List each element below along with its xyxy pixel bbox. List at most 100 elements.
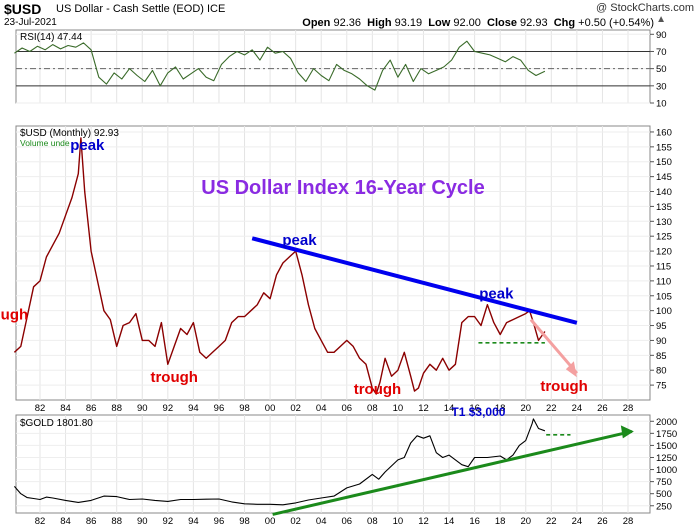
gold-annotation: T1 $3,000 (451, 405, 505, 419)
x-tick-label: 26 (597, 516, 608, 527)
y-tick-label: 130 (656, 217, 672, 228)
x-tick-label: 16 (469, 403, 480, 414)
x-tick-label: 24 (572, 403, 583, 414)
y-tick-label: 150 (656, 157, 672, 168)
projection-arrowhead (565, 361, 577, 378)
x-tick-label: 20 (520, 516, 531, 527)
x-tick-label: 18 (495, 403, 506, 414)
usd-annotation: trough (150, 369, 197, 386)
y-tick-label: 140 (656, 187, 672, 198)
y-tick-label: 135 (656, 202, 672, 213)
x-tick-label: 96 (214, 516, 225, 527)
x-tick-label: 86 (86, 403, 97, 414)
x-tick-label: 82 (35, 516, 46, 527)
x-tick-label: 90 (137, 516, 148, 527)
y-tick-label: 750 (656, 477, 672, 488)
x-tick-label: 18 (495, 516, 506, 527)
gold-series-line (13, 418, 546, 506)
symbol-description: US Dollar - Cash Settle (EOD) ICE (56, 3, 226, 15)
usd-annotation: peak (479, 286, 514, 303)
y-tick-label: 85 (656, 351, 667, 362)
x-tick-label: 84 (60, 516, 71, 527)
y-tick-label: 105 (656, 291, 672, 302)
y-tick-label: 100 (656, 306, 672, 317)
price-quote: Open 92.36 High 93.19 Low 92.00 Close 92… (302, 17, 654, 29)
y-tick-label: 2000 (656, 417, 677, 428)
x-tick-label: 02 (290, 516, 301, 527)
x-tick-label: 82 (35, 403, 46, 414)
x-tick-label: 98 (239, 516, 250, 527)
chart-title: US Dollar Index 16-Year Cycle (201, 177, 484, 199)
y-tick-label: 110 (656, 276, 671, 287)
x-tick-label: 28 (623, 403, 634, 414)
x-tick-label: 14 (444, 403, 455, 414)
y-tick-label: 125 (656, 232, 672, 243)
gold-panel-label: $GOLD 1801.80 (20, 418, 93, 429)
x-tick-label: 20 (520, 403, 531, 414)
y-tick-label: 80 (656, 366, 667, 377)
y-tick-label: 500 (656, 489, 672, 500)
x-tick-label: 88 (111, 403, 122, 414)
x-tick-label: 96 (214, 403, 225, 414)
rsi-panel-frame (15, 29, 651, 104)
x-tick-label: 04 (316, 516, 327, 527)
x-tick-label: 94 (188, 516, 199, 527)
x-tick-label: 26 (597, 403, 608, 414)
usd-annotation: peak (282, 232, 317, 249)
x-tick-label: 02 (290, 403, 301, 414)
x-tick-label: 06 (341, 516, 352, 527)
x-tick-label: 84 (60, 403, 71, 414)
y-tick-label: 75 (656, 381, 667, 392)
usd-annotation: trough (540, 378, 587, 395)
x-tick-label: 14 (444, 516, 455, 527)
y-tick-label: 70 (656, 47, 667, 58)
y-tick-label: 115 (656, 261, 671, 272)
usd-panel-frame (15, 125, 651, 401)
gold-panel-frame (15, 414, 651, 514)
x-tick-label: 86 (86, 516, 97, 527)
brand-watermark[interactable]: @ StockCharts.com (596, 2, 694, 14)
usd-panel-label: $USD (Monthly) 92.93 (20, 128, 119, 139)
y-tick-label: 50 (656, 64, 667, 75)
rsi-label: RSI(14) 47.44 (20, 32, 83, 43)
y-tick-label: 1000 (656, 465, 677, 476)
y-tick-label: 1750 (656, 429, 677, 440)
y-tick-label: 10 (656, 99, 667, 110)
x-tick-label: 92 (163, 403, 174, 414)
rsi-series-line (14, 40, 546, 91)
x-tick-label: 22 (546, 516, 557, 527)
y-tick-label: 1500 (656, 441, 677, 452)
x-tick-label: 16 (469, 516, 480, 527)
y-tick-label: 95 (656, 321, 667, 332)
y-tick-label: 160 (656, 127, 672, 138)
x-tick-label: 88 (111, 516, 122, 527)
x-tick-label: 08 (367, 403, 378, 414)
chg-up-icon: ▲ (656, 14, 666, 25)
y-tick-label: 145 (656, 172, 672, 183)
y-tick-label: 250 (656, 501, 672, 512)
gold-trend-arrowhead (620, 425, 634, 439)
x-tick-label: 94 (188, 403, 199, 414)
x-tick-label: 00 (265, 403, 276, 414)
x-tick-label: 06 (341, 403, 352, 414)
x-tick-label: 00 (265, 516, 276, 527)
symbol: $USD (4, 1, 42, 17)
x-tick-label: 28 (623, 516, 634, 527)
chart-header: $USD US Dollar - Cash Settle (EOD) ICE 2… (0, 0, 700, 30)
x-tick-label: 98 (239, 403, 250, 414)
usd-annotation: trough (354, 381, 401, 398)
x-tick-label: 90 (137, 403, 148, 414)
x-tick-label: 12 (418, 516, 429, 527)
x-tick-label: 08 (367, 516, 378, 527)
x-tick-label: 24 (572, 516, 583, 527)
x-tick-label: 22 (546, 403, 557, 414)
x-tick-label: 04 (316, 403, 327, 414)
usd-trendline (251, 236, 578, 325)
y-tick-label: 155 (656, 142, 672, 153)
y-tick-label: 30 (656, 81, 667, 92)
x-tick-label: 12 (418, 403, 429, 414)
y-tick-label: 120 (656, 247, 672, 258)
y-tick-label: 90 (656, 336, 667, 347)
usd-annotation: peak (70, 137, 105, 154)
